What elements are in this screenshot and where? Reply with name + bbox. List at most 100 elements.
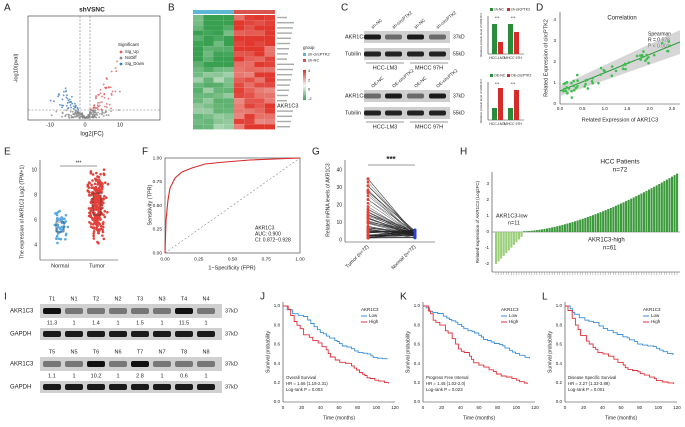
color-scale: [303, 93, 306, 95]
heat-cell: [254, 67, 265, 73]
label: Tubilin: [345, 110, 361, 116]
jitter-point: [60, 229, 64, 232]
heat-cell: [264, 113, 275, 119]
heat-cell: [193, 15, 204, 21]
waterfall-bar: [520, 232, 523, 237]
legend-swatch: [119, 62, 123, 66]
label: 2.8: [136, 373, 144, 379]
heat-cell: [254, 25, 265, 31]
heat-cell: [234, 82, 245, 88]
jitter-point: [56, 232, 60, 235]
label: 40: [336, 167, 342, 173]
gene-label-placeholder: [277, 68, 293, 71]
waterfall-bar: [655, 185, 658, 232]
blot-band: [87, 361, 105, 367]
jitter-point: [61, 217, 65, 220]
legend-swatch: [119, 50, 123, 54]
jitter-point: [102, 237, 106, 241]
label: -1: [485, 245, 489, 250]
label: AKR1C3: [345, 34, 366, 40]
volcano-point: [74, 106, 76, 109]
label: 37kD: [225, 384, 238, 390]
survival-curve: [423, 305, 528, 384]
heat-cell: [264, 67, 275, 73]
legend-swatch: [490, 74, 493, 77]
volcano-point: [68, 98, 71, 101]
volcano-point: [74, 104, 77, 107]
volcano-point: [110, 94, 113, 96]
heat-cell: [213, 20, 224, 26]
volcano-point: [117, 109, 120, 111]
color-scale: [303, 86, 306, 88]
waterfall-bar: [538, 229, 541, 232]
heat-cell: [203, 25, 214, 31]
panel-letter: F: [142, 147, 148, 158]
jitter-point: [89, 206, 93, 210]
label: 40: [600, 405, 606, 410]
pair-line: [367, 215, 416, 231]
volcano-point: [94, 109, 97, 112]
color-scale: [303, 87, 306, 89]
label: 0.2: [414, 380, 421, 385]
heat-cell: [234, 93, 245, 99]
blot-band: [109, 331, 127, 337]
label: 1: [486, 213, 489, 218]
tumor-point: [366, 198, 370, 201]
label: N2: [114, 296, 121, 302]
volcano-point: [70, 114, 73, 117]
waterfall-bar: [563, 224, 566, 232]
blot-band: [43, 331, 61, 337]
heat-cell: [213, 41, 224, 47]
volcano-point: [61, 111, 64, 114]
volcano-point: [80, 115, 83, 118]
label: 0: [339, 237, 342, 243]
heat-cell: [254, 51, 265, 57]
panel-letter: C: [341, 3, 348, 14]
volcano-point: [99, 92, 102, 95]
volcano-point: [87, 114, 90, 116]
pair-line: [367, 229, 416, 237]
label: Sig_Up: [125, 49, 139, 54]
label: MHCC 97H: [504, 122, 522, 126]
label: 100: [373, 405, 381, 410]
color-scale: [303, 91, 306, 93]
tumor-point: [366, 194, 370, 198]
volcano-point: [61, 98, 64, 101]
color-scale: [303, 84, 306, 86]
heat-cell: [223, 87, 234, 93]
scatter-point: [572, 84, 576, 88]
label: 0.0: [274, 399, 281, 404]
label: Related expression of AKR1C3 (Log2FC): [475, 180, 480, 263]
label: 0.5: [579, 106, 586, 111]
label: 0.8: [414, 322, 421, 327]
label: 55kD: [453, 110, 465, 116]
label: 0: [282, 405, 285, 410]
scatter-point: [599, 73, 602, 76]
color-scale: [303, 74, 306, 76]
heat-cell: [223, 67, 234, 73]
jitter-point: [98, 217, 102, 220]
group-bar: [193, 10, 234, 14]
jitter-point: [55, 234, 59, 238]
jitter-point: [92, 232, 95, 235]
heat-cell: [254, 61, 265, 67]
scatter-point: [647, 61, 650, 65]
heat-cell: [203, 56, 214, 62]
label: 10.2: [91, 373, 102, 379]
legend-swatch: [507, 74, 510, 77]
blot-band: [109, 361, 127, 367]
tumor-point: [366, 220, 370, 224]
volcano-point: [106, 78, 108, 80]
jitter-point: [93, 220, 96, 224]
label: Log-rank P = 0.023: [426, 387, 463, 392]
color-scale: [303, 71, 306, 73]
volcano-point: [82, 116, 85, 119]
jitter-point: [102, 197, 106, 201]
label: 11.5: [179, 320, 189, 326]
heat-cell: [254, 124, 265, 130]
label: Related mRNA levels of AKR1C3: [325, 163, 331, 237]
waterfall-bar: [566, 223, 569, 232]
bar: [514, 90, 519, 120]
tumor-point: [366, 201, 370, 205]
volcano-point: [61, 106, 63, 109]
